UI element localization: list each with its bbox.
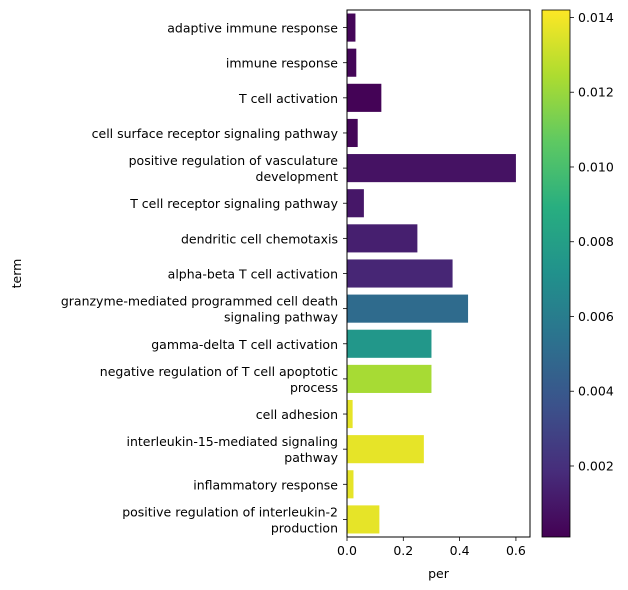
colorbar-gradient — [541, 9, 571, 538]
y-tick-label: positive regulation of interleukin-2 prod… — [122, 504, 338, 535]
plot-frame — [346, 9, 531, 538]
x-tick-label: 0.4 — [450, 543, 470, 558]
bar — [347, 118, 358, 148]
y-tick-label: immune response — [226, 55, 338, 70]
colorbar-ticks: 0.002 0.004 0.006 0.008 0.010 0.012 0.014 — [570, 10, 614, 473]
colorbar-tick-label: 0.006 — [578, 309, 614, 324]
bar — [347, 48, 357, 77]
y-tick-label: inflammatory response — [193, 477, 338, 492]
y-tick-label: cell surface receptor signaling pathway — [92, 125, 339, 140]
bars-group — [347, 13, 516, 534]
colorbar-tick-label: 0.004 — [578, 384, 614, 399]
y-tick-label: T cell receptor signaling pathway — [129, 196, 338, 211]
y-tick-labels: adaptive immune response immune response T… — [61, 20, 347, 535]
bar — [347, 294, 469, 323]
bar — [347, 154, 516, 183]
bar — [347, 399, 353, 429]
y-tick-label: dendritic cell chemotaxis — [181, 231, 338, 246]
colorbar: 0.002 0.004 0.006 0.008 0.010 0.012 0.014 — [541, 9, 614, 538]
colorbar-tick-label: 0.002 — [578, 458, 614, 473]
bar — [347, 435, 424, 464]
y-tick-label: positive regulation of vasculature develo… — [129, 153, 339, 184]
bar — [347, 224, 418, 253]
colorbar-tick-label: 0.010 — [578, 159, 614, 174]
y-tick-label: interleukin-15-mediated signaling pathway — [126, 434, 338, 465]
x-axis: 0.0 0.2 0.4 0.6 — [337, 537, 526, 558]
y-tick-label: adaptive immune response — [167, 20, 338, 35]
colorbar-tick-label: 0.012 — [578, 85, 614, 100]
y-tick-label: T cell activation — [238, 90, 338, 105]
y-tick-label: alpha-beta T cell activation — [168, 266, 338, 281]
bar — [347, 13, 356, 42]
x-axis-label: per — [428, 566, 450, 581]
bar — [347, 83, 382, 112]
y-tick-label: granzyme-mediated programmed cell death s… — [61, 293, 339, 324]
x-tick-label: 0.6 — [506, 543, 526, 558]
bar — [347, 505, 380, 534]
bar — [347, 470, 354, 499]
y-tick-label: negative regulation of T cell apoptotic p… — [100, 363, 338, 394]
bar — [347, 329, 432, 358]
colorbar-tick-label: 0.008 — [578, 234, 614, 249]
bar — [347, 259, 453, 288]
y-axis-label: term — [9, 259, 24, 289]
bar — [347, 189, 364, 218]
bar — [347, 364, 432, 393]
y-tick-label: cell adhesion — [256, 407, 338, 422]
x-tick-label: 0.2 — [393, 543, 413, 558]
y-tick-label: gamma-delta T cell activation — [151, 336, 338, 351]
colorbar-tick-label: 0.014 — [578, 10, 614, 25]
x-tick-label: 0.0 — [337, 543, 357, 558]
